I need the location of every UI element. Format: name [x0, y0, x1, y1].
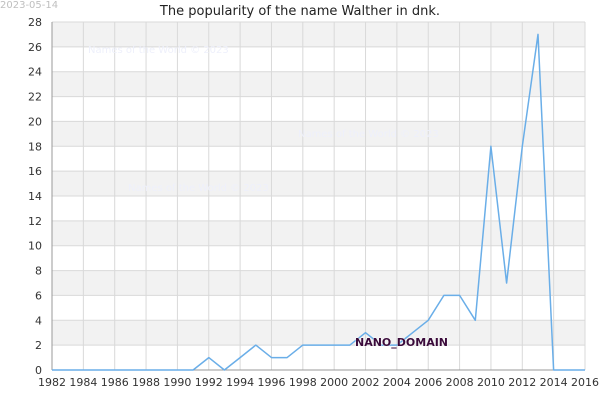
- x-tick-label: 1984: [69, 376, 97, 389]
- watermarks: Names of the World © 2023 Names of the W…: [88, 45, 439, 194]
- y-tick-label: 24: [28, 66, 42, 79]
- plot-band: [52, 22, 585, 47]
- y-tick-label: 8: [35, 265, 42, 278]
- x-tick-label: 1990: [163, 376, 191, 389]
- watermark-2: Names of the World © 2023: [298, 129, 439, 140]
- x-tick-label: 1982: [38, 376, 66, 389]
- x-tick-label: 1992: [195, 376, 223, 389]
- plot-band: [52, 220, 585, 246]
- chart-title: The popularity of the name Walther in dn…: [159, 4, 440, 19]
- y-tick-label: 16: [28, 165, 42, 178]
- y-tick-label: 0: [35, 364, 42, 377]
- domain-label: NANO_DOMAIN: [355, 336, 448, 349]
- x-tick-label: 2006: [414, 376, 442, 389]
- x-tick-label: 1988: [132, 376, 160, 389]
- y-tick-label: 6: [35, 289, 42, 302]
- x-tick-label: 2016: [571, 376, 599, 389]
- plot-band: [52, 270, 585, 296]
- plot-band: [52, 71, 585, 97]
- plot-bands: [52, 22, 585, 346]
- series-line: [52, 33, 585, 371]
- x-tick-label: 1986: [101, 376, 129, 389]
- watermark-3: Names of the World © 2023: [128, 183, 269, 194]
- y-tick-label: 4: [35, 314, 42, 327]
- x-tick-label: 1998: [289, 376, 317, 389]
- y-tick-label: 28: [28, 16, 42, 29]
- x-tick-label: 2002: [352, 376, 380, 389]
- x-tick-label: 2000: [320, 376, 348, 389]
- y-tick-label: 14: [28, 190, 42, 203]
- y-tick-label: 22: [28, 91, 42, 104]
- x-tick-label: 1994: [226, 376, 254, 389]
- x-tick-label: 2012: [508, 376, 536, 389]
- y-tick-label: 12: [28, 215, 42, 228]
- x-tick-label: 2010: [477, 376, 505, 389]
- plot-band: [52, 320, 585, 346]
- x-tick-label: 2008: [446, 376, 474, 389]
- plot-band: [52, 121, 585, 147]
- x-tick-label: 2004: [383, 376, 411, 389]
- y-tick-label: 20: [28, 115, 42, 128]
- y-tick-label: 10: [28, 240, 42, 253]
- series-group: [52, 33, 585, 371]
- date-stamp: 2023-05-14: [0, 0, 58, 11]
- x-tick-label: 2014: [540, 376, 568, 389]
- watermark-1: Names of the World © 2023: [88, 45, 229, 56]
- y-tick-label: 2: [35, 339, 42, 352]
- x-tick-label: 1996: [257, 376, 285, 389]
- x-tick-labels: 1982 1984 1986 1988 1990 1992 1994 1996 1998 2000…: [38, 376, 599, 389]
- y-tick-label: 18: [28, 140, 42, 153]
- y-tick-label: 26: [28, 41, 42, 54]
